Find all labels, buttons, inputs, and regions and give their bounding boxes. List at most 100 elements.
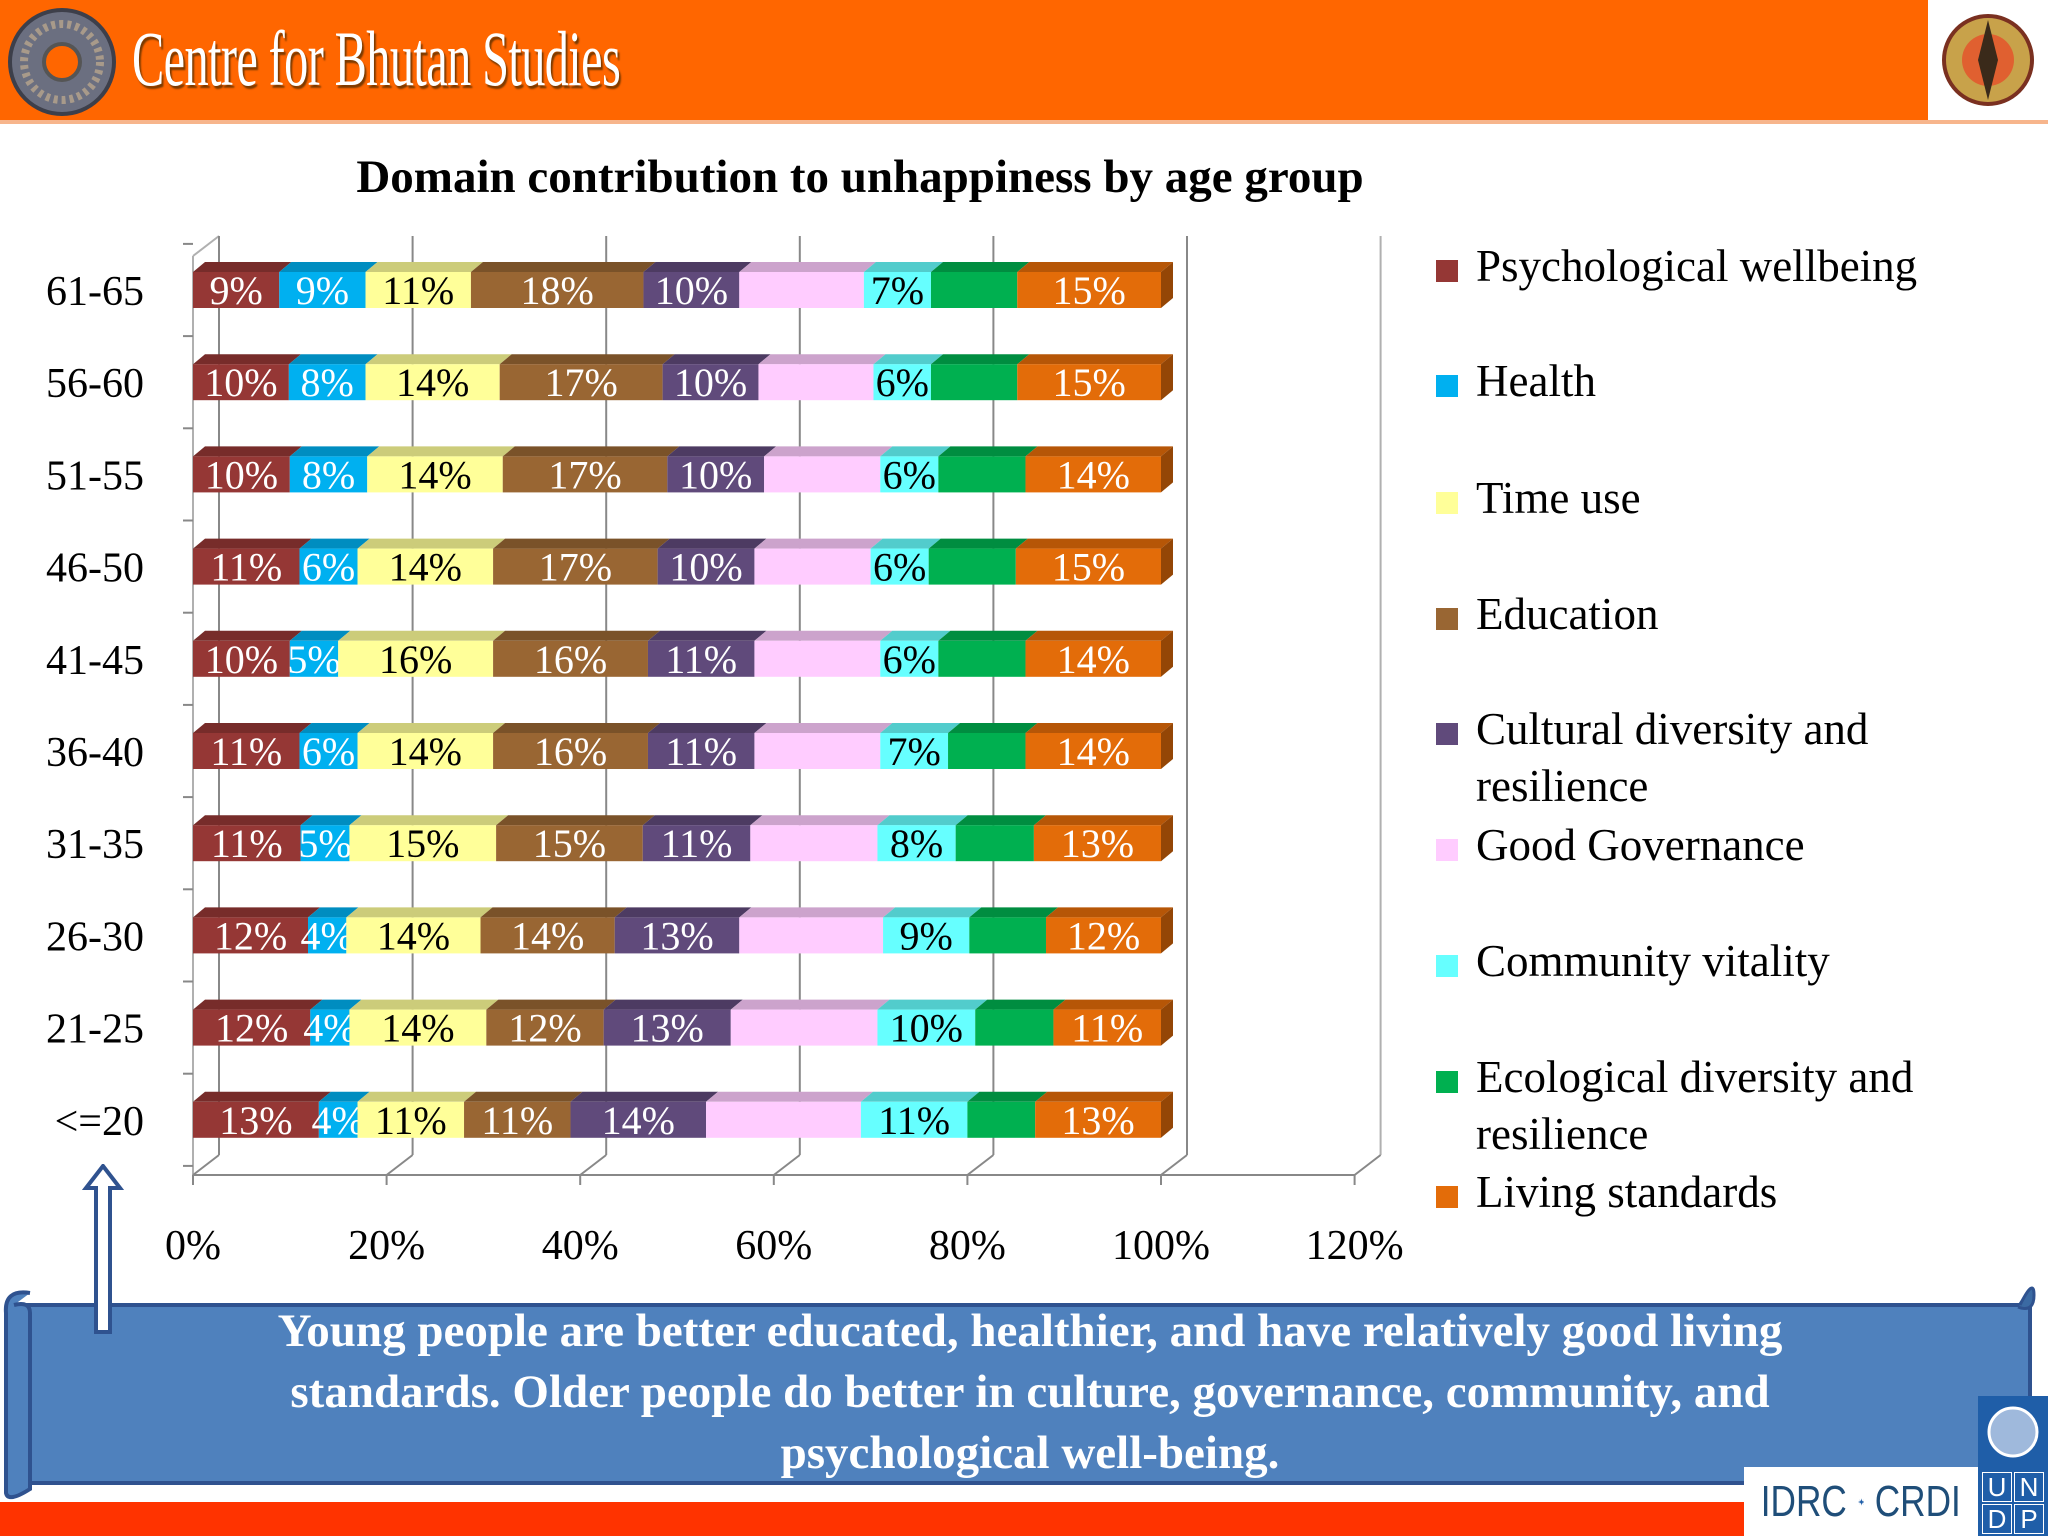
bar-segment-top	[357, 1091, 477, 1102]
legend-label: Psychological wellbeing	[1476, 238, 1917, 295]
bar-segment	[975, 1009, 1054, 1046]
bar-segment	[365, 272, 471, 308]
legend-label-line: resilience	[1476, 1109, 1649, 1159]
bar-segment-top	[739, 907, 896, 918]
bar-segment-top	[346, 907, 493, 918]
legend-label-line: Cultural diversity and	[1476, 704, 1869, 754]
category-label: 26-30	[46, 914, 144, 960]
bar-segment-top	[570, 1091, 719, 1102]
data-label: 13%	[1061, 1098, 1134, 1143]
legend-label: Health	[1476, 353, 1596, 410]
bar-segment	[928, 548, 1016, 585]
data-label: 14%	[1057, 452, 1130, 497]
data-label: 10%	[204, 360, 277, 405]
data-label: 13%	[640, 913, 713, 958]
data-label: 10%	[679, 452, 752, 497]
legend-label: Ecological diversity and resilience	[1476, 1049, 1913, 1163]
bar-segment-top	[930, 354, 1030, 365]
data-label: 10%	[669, 545, 742, 590]
bar-segment	[288, 364, 366, 401]
data-label: 18%	[521, 268, 594, 313]
legend-swatch	[1436, 260, 1458, 282]
bar-segment-top	[318, 1091, 370, 1102]
bar-segment	[870, 548, 929, 585]
category-label: 56-60	[46, 361, 144, 407]
bar-segment	[480, 917, 615, 954]
data-label: 4%	[312, 1098, 365, 1143]
bar-segment-top	[365, 262, 483, 272]
bar-segment-top	[860, 1091, 980, 1102]
x-tick-label: 120%	[1306, 1223, 1404, 1269]
bar-segment-top	[193, 815, 313, 826]
legend-item: Cultural diversity and resilience	[1436, 701, 1996, 815]
floor-gridline	[192, 1154, 220, 1176]
data-label: 11%	[878, 1098, 950, 1143]
data-label: 6%	[302, 545, 355, 590]
bar-segment-top	[647, 723, 767, 733]
bar-segment	[193, 456, 290, 493]
bar-segment-top	[279, 262, 378, 272]
data-label: 8%	[301, 360, 354, 405]
data-label: 10%	[205, 452, 278, 497]
bar-segment-top	[367, 446, 515, 457]
legend-label: Cultural diversity and resilience	[1476, 701, 1868, 815]
bar-segment	[657, 548, 755, 585]
bar-segment	[1025, 733, 1161, 769]
bar-segment-top	[310, 999, 362, 1010]
legend-swatch	[1436, 608, 1458, 630]
bar-segment-side	[1161, 723, 1173, 769]
bar-segment-top	[969, 907, 1058, 918]
bar-segment-top	[880, 446, 951, 457]
bar-segment-top	[1053, 999, 1173, 1010]
bar-segment-top	[493, 538, 670, 549]
bar-segment-top	[930, 262, 1030, 272]
bar-segment-top	[288, 354, 378, 365]
data-label: 7%	[887, 729, 940, 774]
bar-segment-top	[863, 262, 943, 272]
bar-segment-top	[193, 723, 312, 733]
bar-segment-top	[603, 999, 743, 1010]
legend-swatch	[1436, 1186, 1458, 1208]
bhutan-emblem-icon	[1928, 0, 2048, 120]
bar-segment	[647, 733, 755, 769]
category-label: <=20	[55, 1099, 144, 1145]
bar-segment-top	[493, 723, 660, 733]
bar-segment-top	[365, 354, 512, 365]
bar-segment-top	[877, 815, 968, 826]
legend-label: Education	[1476, 586, 1658, 643]
bar-segment-top	[1015, 538, 1173, 549]
bar-segment-top	[873, 354, 943, 365]
bar-row-61-65: 9% 9% 11% 18% 10% 7% 15%	[193, 262, 1173, 313]
bar-segment	[754, 640, 881, 677]
bar-segment	[754, 548, 871, 585]
bar-segment	[880, 456, 939, 493]
bar-segment	[667, 456, 765, 493]
data-label: 11%	[1071, 1006, 1143, 1051]
bar-segment-top	[642, 815, 763, 826]
bar-segment	[880, 640, 939, 677]
legend-label: Community vitality	[1476, 933, 1830, 990]
data-label: 8%	[890, 821, 943, 866]
legend-label-line: resilience	[1476, 761, 1649, 811]
footer-strip	[0, 1502, 2048, 1536]
data-label: 15%	[1052, 545, 1125, 590]
bar-segment	[877, 1009, 976, 1046]
bar-segment	[193, 825, 301, 862]
bar-row-31-35: 11% 5% 15% 15% 11% 8% 13%	[193, 815, 1173, 866]
data-label: 14%	[377, 913, 450, 958]
bar-segment-top	[193, 907, 321, 918]
idrc-star-icon	[1857, 1497, 1865, 1506]
category-label: 41-45	[46, 638, 144, 684]
legend-swatch	[1436, 1071, 1458, 1093]
legend-item: Good Governance	[1436, 817, 1996, 874]
bar-segment-top	[349, 999, 499, 1010]
bar-segment	[486, 1009, 604, 1046]
bar-segment	[357, 548, 494, 585]
data-label: 11%	[665, 637, 737, 682]
data-label: 14%	[389, 545, 462, 590]
bar-segment	[308, 917, 347, 954]
bar-segment-top	[667, 446, 777, 457]
bar-segment	[873, 364, 931, 401]
bar-segment	[739, 917, 884, 954]
legend-label-line: Ecological diversity and	[1476, 1052, 1914, 1102]
